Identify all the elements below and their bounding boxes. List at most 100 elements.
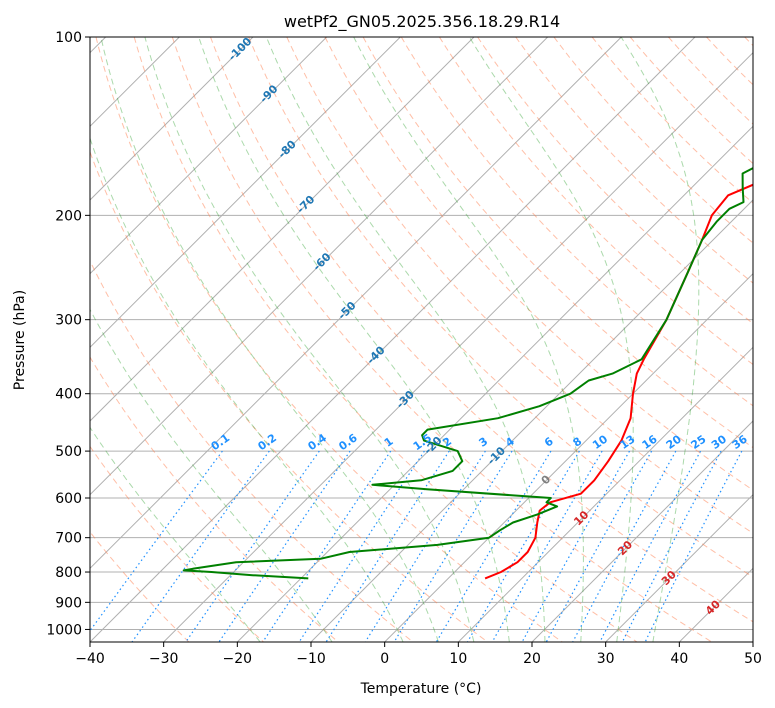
moist-adiabat (90, 308, 333, 642)
moist-adiabat (144, 37, 475, 642)
dry-adiabat (744, 37, 753, 47)
mixing-ratio-label: 6 (542, 435, 556, 450)
isotherm-line (605, 493, 753, 642)
dry-adiabat (248, 37, 753, 578)
x-tick-label: −30 (149, 651, 179, 667)
mixing-ratio-line (599, 450, 702, 642)
dry-adiabat (90, 356, 339, 642)
mixing-ratio-line (90, 450, 223, 632)
x-tick-label: −40 (75, 651, 105, 667)
mixing-ratio-label: 1 (382, 435, 396, 450)
y-tick-label: 300 (55, 313, 82, 329)
moist-adiabat (100, 37, 439, 642)
mixing-ratio-label: 30 (709, 432, 729, 452)
x-tick-label: −10 (296, 651, 326, 667)
mixing-ratio-line (185, 450, 320, 642)
isotherm-line (457, 346, 753, 642)
mixing-ratio-line (393, 450, 513, 642)
moist-adiabat (198, 37, 510, 642)
y-tick-label: 500 (55, 444, 82, 460)
dry-adiabat (133, 37, 638, 642)
mixing-ratio-line (435, 450, 552, 642)
mixing-ratio-label: 20 (664, 432, 684, 452)
isotherm-line (236, 125, 753, 642)
dry-adiabat (591, 37, 753, 204)
moist-adiabat (620, 37, 700, 642)
x-tick-label: 30 (597, 651, 615, 667)
dry-adiabat (171, 37, 712, 642)
mixing-ratio-line (262, 450, 392, 642)
dry-adiabat (668, 37, 753, 125)
y-tick-label: 400 (55, 387, 82, 403)
dry-adiabat (90, 259, 414, 642)
mixing-ratio-line (298, 450, 425, 642)
isotherm-line (90, 37, 622, 570)
mixing-ratio-line (325, 450, 450, 642)
isotherm-line (90, 37, 475, 422)
mixing-ratio-label: 3 (477, 435, 491, 450)
y-tick-label: 100 (55, 30, 82, 46)
dewpoint-line (182, 167, 753, 580)
y-tick-label: 900 (55, 595, 82, 611)
temperature-line (484, 183, 753, 580)
dry-adiabat (95, 37, 563, 642)
isotherm-line (531, 420, 753, 642)
x-tick-label: −20 (223, 651, 253, 667)
x-axis-label: Temperature (°C) (360, 681, 482, 697)
isotherm-line (752, 641, 753, 642)
y-tick-label: 600 (55, 491, 82, 507)
pressure-gridlines (90, 37, 753, 630)
isotherm-line (90, 37, 549, 496)
skewed-isotherms (90, 37, 753, 642)
mixing-ratio-line (466, 450, 580, 642)
dry-adiabat (706, 37, 753, 86)
moist-adiabat (90, 426, 261, 642)
isotherm-line (310, 199, 753, 642)
y-axis-label: Pressure (hPa) (12, 290, 28, 390)
dry-adiabat (324, 37, 753, 491)
x-tick-label: 0 (380, 651, 389, 667)
isotherm-line (384, 272, 753, 642)
dry-adiabat (90, 445, 264, 642)
y-tick-label: 800 (55, 565, 82, 581)
moist-adiabat (265, 37, 546, 642)
isotherm-line (678, 567, 753, 642)
x-tick-label: 10 (449, 651, 467, 667)
dry-adiabat (362, 37, 753, 449)
mixing-ratio-label: 10 (590, 432, 610, 452)
dry-adiabat (438, 37, 753, 366)
dry-adiabat (286, 37, 753, 534)
mixing-ratio-line (131, 450, 270, 642)
chart-title: wetPf2_GN05.2025.356.18.29.R14 (284, 12, 560, 32)
dry-adiabat (553, 37, 753, 244)
x-tick-label: 40 (670, 651, 688, 667)
isotherm-line (90, 37, 696, 642)
y-tick-label: 1000 (46, 622, 82, 638)
mixing-ratio-line (572, 450, 677, 642)
mixing-ratio-line (545, 450, 653, 642)
mixing-ratio-label: 25 (689, 433, 709, 452)
mixing-ratio-line (621, 450, 722, 642)
mixing-ratio-label: 36 (730, 432, 750, 452)
isotherm-line (90, 37, 254, 201)
mixing-ratio-label: 8 (571, 435, 585, 450)
profile-series (182, 167, 753, 580)
y-tick-label: 700 (55, 531, 82, 547)
dry-adiabat (210, 37, 753, 623)
mixing-ratio-label: 0.1 (209, 431, 232, 453)
x-axis-ticks: −40 −30 −20 −10 0 10 20 30 40 50 (75, 642, 762, 667)
moist-adiabat (468, 37, 634, 642)
y-axis-ticks: 100 200 300 400 500 600 700 800 900 1000 (46, 30, 90, 638)
mixing-ratio-label: 16 (640, 432, 660, 452)
y-tick-label: 200 (55, 208, 82, 224)
mixing-ratio-line (491, 450, 603, 642)
mixing-ratio-line (521, 450, 631, 642)
mixing-ratio-label: 0.2 (256, 431, 279, 453)
isotherm-line (90, 37, 328, 275)
plot-frame (89, 36, 754, 643)
dry-adiabat (90, 150, 488, 642)
dry-adiabats (90, 37, 753, 642)
